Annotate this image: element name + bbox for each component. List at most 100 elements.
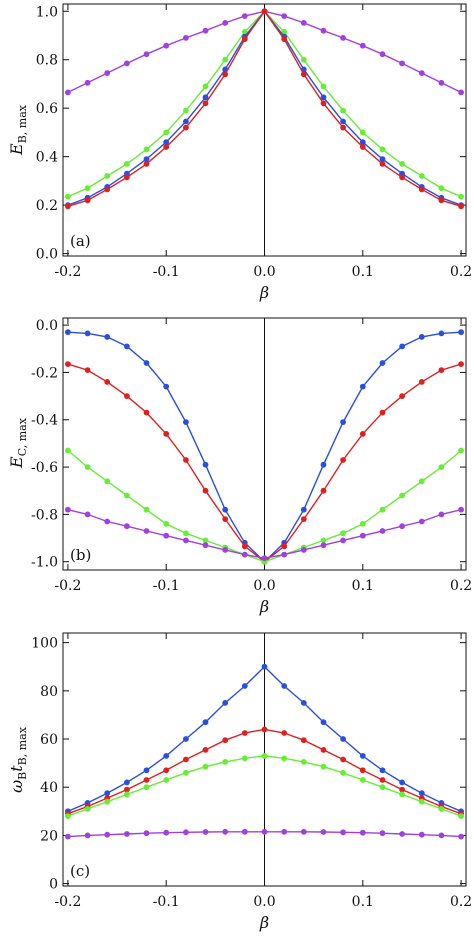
data-point [84, 832, 91, 839]
data-point [320, 829, 327, 835]
data-point [399, 523, 405, 530]
data-point [340, 537, 346, 544]
data-point [300, 828, 307, 835]
data-point [222, 516, 229, 522]
data-point [124, 492, 130, 499]
data-point [84, 806, 91, 812]
data-point [163, 383, 170, 390]
data-point [399, 786, 405, 793]
data-point [340, 457, 346, 463]
data-point [359, 129, 366, 136]
y-tick-label: 0.6 [36, 101, 58, 117]
data-point [124, 393, 130, 399]
data-point [418, 831, 425, 838]
data-point [261, 828, 268, 835]
data-point [399, 393, 405, 399]
data-point [359, 42, 366, 49]
data-point [320, 537, 327, 544]
data-point [418, 518, 425, 525]
data-point [124, 791, 130, 798]
data-point [359, 521, 366, 527]
data-point [183, 35, 189, 41]
data-point [300, 506, 307, 513]
data-point [458, 813, 464, 819]
data-point [399, 60, 405, 67]
data-point [340, 530, 346, 537]
data-point [458, 193, 464, 200]
y-tick-label: 0 [49, 877, 58, 893]
data-point [399, 343, 405, 350]
data-point [143, 156, 150, 163]
data-point [202, 537, 209, 544]
data-point [300, 71, 307, 78]
y-tick-label: -0.4 [31, 413, 58, 429]
data-point [438, 185, 445, 192]
data-point [281, 755, 288, 762]
data-point [143, 409, 150, 416]
data-point [241, 36, 248, 42]
data-point [320, 94, 327, 101]
y-tick-label: 0.4 [36, 150, 58, 166]
data-point [399, 831, 405, 837]
data-point [458, 447, 464, 454]
data-point [65, 506, 71, 513]
data-point [104, 478, 111, 485]
data-point [359, 144, 366, 150]
data-point [183, 457, 189, 463]
data-point [340, 124, 346, 131]
data-point [222, 828, 229, 835]
chart-panel-2: -0.2 -0.1 0.0 0.1 0.2 -1.0 -0.8 -0.6 -0.4 -0.2 0.0… [7, 317, 472, 616]
data-point [222, 56, 229, 63]
data-point [183, 530, 189, 537]
data-point [143, 161, 150, 167]
data-point [202, 100, 209, 107]
data-point [65, 203, 71, 210]
data-point [222, 547, 229, 553]
data-point [104, 173, 111, 179]
data-point [143, 506, 150, 513]
data-point [65, 833, 71, 840]
x-tick-label: 0.2 [450, 264, 472, 280]
data-point [84, 197, 91, 204]
data-point [202, 461, 209, 468]
data-point [202, 542, 209, 549]
data-point [183, 769, 189, 776]
data-point [399, 161, 405, 167]
data-point [163, 829, 170, 836]
data-point [241, 828, 248, 835]
data-point [458, 203, 464, 210]
data-point [84, 511, 91, 518]
data-point [241, 13, 248, 19]
data-point [183, 118, 189, 125]
chart-panel-1: -0.2 -0.1 0.0 0.1 0.2 0.0 0.2 0.4 0.6 0.8 1.0 (a) β E… [7, 3, 472, 302]
data-point [124, 60, 130, 67]
y-tick-label: 20 [40, 828, 58, 844]
data-point [418, 379, 425, 385]
data-point [458, 329, 464, 336]
data-point [104, 798, 111, 805]
data-point [241, 551, 248, 558]
data-point [241, 730, 248, 736]
data-point [340, 107, 346, 114]
data-point [458, 506, 464, 513]
data-point [379, 409, 386, 416]
data-point [300, 700, 307, 706]
data-point [241, 29, 248, 35]
data-point [65, 329, 71, 336]
data-point [241, 543, 248, 550]
data-point [379, 156, 386, 163]
data-point [124, 831, 130, 837]
data-point [104, 334, 111, 340]
data-point [418, 186, 425, 193]
data-point [143, 146, 150, 153]
data-point [65, 361, 71, 367]
y-tick-label: 0.0 [36, 318, 58, 334]
data-point [359, 753, 366, 759]
x-tick-label: 0.1 [352, 264, 374, 280]
data-point [320, 719, 327, 726]
data-point [261, 726, 268, 733]
data-point [65, 447, 71, 454]
x-tick-label: -0.2 [54, 578, 81, 594]
data-point [340, 736, 346, 742]
data-point [320, 100, 327, 107]
